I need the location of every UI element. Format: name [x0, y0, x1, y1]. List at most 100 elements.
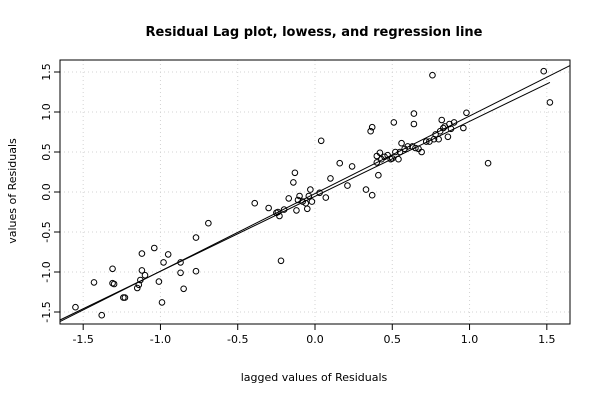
- x-tick-label: 0.5: [384, 333, 402, 346]
- data-point-76: [418, 148, 425, 156]
- data-point-3: [109, 265, 116, 273]
- data-point-17: [160, 259, 167, 266]
- data-point-85: [439, 124, 447, 132]
- data-point-81: [432, 131, 439, 138]
- data-point-31: [280, 206, 288, 213]
- data-point-45: [317, 137, 325, 145]
- data-point-11: [138, 267, 146, 274]
- y-tick-label: -0.5: [40, 221, 53, 242]
- data-point-93: [484, 159, 492, 167]
- data-point-44: [316, 189, 323, 197]
- data-point-8: [133, 284, 141, 292]
- grid-lines: [60, 60, 570, 324]
- data-point-94: [540, 67, 548, 75]
- data-point-41: [305, 192, 313, 200]
- x-tick-label: 1.0: [461, 333, 479, 346]
- data-points: [72, 67, 554, 319]
- data-point-10: [137, 276, 144, 284]
- data-point-64: [390, 119, 398, 126]
- data-point-36: [294, 196, 302, 204]
- data-point-89: [447, 125, 455, 133]
- data-point-66: [395, 155, 402, 163]
- data-point-53: [368, 123, 376, 131]
- data-point-50: [348, 163, 356, 170]
- data-point-40: [303, 205, 311, 213]
- data-point-70: [404, 143, 412, 150]
- data-point-95: [546, 99, 554, 106]
- x-tick-label: -1.5: [72, 333, 93, 346]
- data-point-73: [410, 110, 418, 117]
- data-point-7: [121, 294, 129, 301]
- data-point-57: [375, 171, 382, 179]
- data-point-47: [327, 175, 334, 182]
- data-point-55: [373, 159, 381, 166]
- axis-ticks: -1.5 -1.0 -0.5 0.0 0.5 1.0 1.5 -1.5 -1.0 -0.5 0.0 0…: [40, 63, 556, 346]
- data-point-67: [396, 148, 404, 156]
- data-point-84: [438, 116, 446, 124]
- data-point-1: [90, 279, 98, 286]
- data-point-65: [392, 148, 399, 156]
- data-point-38: [299, 198, 306, 205]
- data-point-51: [362, 186, 370, 193]
- data-point-19: [177, 259, 184, 266]
- regression-line: [59, 65, 571, 323]
- data-point-58: [376, 149, 384, 157]
- data-point-92: [463, 109, 470, 117]
- data-point-29: [276, 212, 283, 220]
- data-point-60: [381, 153, 388, 161]
- data-point-26: [265, 204, 272, 212]
- x-tick-label: 0.0: [306, 333, 324, 346]
- y-tick-label: 1.0: [40, 103, 53, 121]
- data-point-32: [285, 195, 293, 202]
- data-point-61: [384, 151, 391, 159]
- x-tick-label: 1.5: [538, 333, 556, 346]
- y-tick-label: 1.5: [40, 63, 53, 81]
- x-axis-label: lagged values of Residuals: [241, 371, 388, 384]
- data-point-16: [158, 299, 166, 306]
- data-point-21: [180, 285, 187, 293]
- data-point-79: [429, 71, 436, 79]
- y-axis-label: values of Residuals: [6, 138, 19, 244]
- data-point-22: [192, 267, 200, 275]
- data-point-14: [150, 244, 158, 252]
- data-point-82: [435, 135, 442, 143]
- y-tick-label: 0.5: [40, 143, 53, 161]
- data-point-37: [296, 192, 303, 200]
- data-point-35: [293, 207, 300, 214]
- data-point-49: [344, 182, 351, 189]
- data-point-28: [274, 208, 282, 216]
- data-point-5: [110, 280, 118, 288]
- data-point-87: [444, 133, 452, 141]
- y-tick-label: 0.0: [40, 183, 53, 201]
- chart-title: Residual Lag plot, lowess, and regressio…: [146, 25, 483, 40]
- data-point-18: [164, 251, 172, 258]
- data-point-24: [205, 219, 212, 227]
- x-tick-label: -1.0: [150, 333, 171, 346]
- data-point-71: [409, 143, 416, 150]
- data-point-2: [98, 311, 106, 319]
- data-point-13: [141, 271, 149, 279]
- data-point-12: [138, 250, 146, 257]
- data-point-25: [251, 199, 259, 207]
- data-point-33: [290, 179, 297, 186]
- data-point-72: [410, 120, 418, 128]
- data-point-0: [72, 303, 79, 311]
- y-tick-label: -1.0: [40, 261, 53, 282]
- y-tick-label: -1.5: [40, 301, 53, 322]
- data-point-90: [450, 119, 458, 126]
- data-point-68: [398, 139, 405, 147]
- data-point-52: [367, 127, 374, 135]
- data-point-30: [277, 257, 285, 265]
- data-point-43: [308, 198, 316, 205]
- x-tick-label: -0.5: [227, 333, 248, 346]
- data-point-46: [322, 194, 330, 201]
- data-point-15: [155, 278, 163, 285]
- data-point-20: [177, 269, 184, 277]
- data-point-54: [368, 191, 376, 199]
- data-point-91: [460, 124, 467, 132]
- data-point-23: [192, 234, 200, 241]
- data-point-74: [412, 144, 419, 152]
